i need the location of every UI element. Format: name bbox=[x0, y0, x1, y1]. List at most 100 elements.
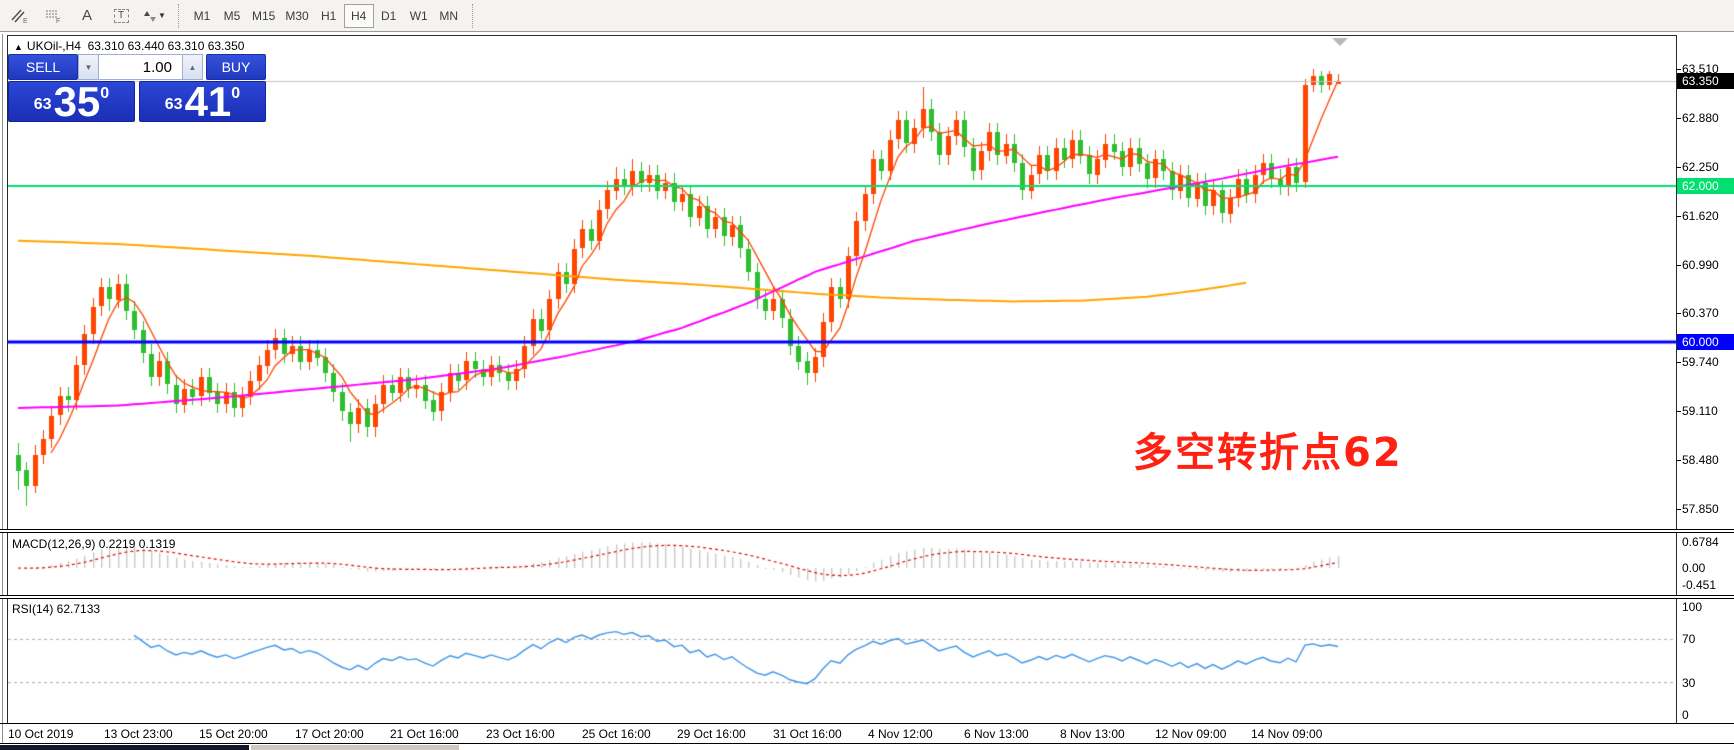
toolbar-separator bbox=[178, 3, 179, 28]
time-axis-label: 23 Oct 16:00 bbox=[486, 727, 555, 741]
taskbar-fragment bbox=[0, 745, 249, 750]
one-click-trading-panel: SELL ▼ ▲ BUY 63 35 0 63 41 0 bbox=[8, 54, 266, 122]
time-axis-label: 8 Nov 13:00 bbox=[1060, 727, 1125, 741]
price-axis-label: 63.510 bbox=[1682, 62, 1719, 76]
fibonacci-glyph: F bbox=[46, 10, 60, 24]
panel-divider[interactable] bbox=[0, 529, 1734, 533]
timeframe-button-h4[interactable]: H4 bbox=[343, 3, 374, 28]
time-axis-label: 12 Nov 09:00 bbox=[1155, 727, 1227, 741]
price-axis-label: 59.110 bbox=[1682, 404, 1718, 418]
macd-axis-label: 0.6784 bbox=[1682, 535, 1719, 549]
timeframe-group: M1 M5 M15 M30 H1 H4 D1 W1 MN bbox=[187, 3, 464, 28]
price-axis-tick bbox=[1676, 362, 1681, 363]
text-label-glyph: T bbox=[113, 8, 129, 23]
price-axis-label: 60.370 bbox=[1682, 306, 1719, 320]
bid-price-pips: 35 bbox=[53, 77, 101, 125]
time-axis-label: 29 Oct 16:00 bbox=[677, 727, 746, 741]
ask-price-point: 0 bbox=[231, 85, 241, 102]
toolbar: E F A T ▼ M1 M5 M15 M30 H1 H4 D1 W1 MN bbox=[0, 0, 1734, 32]
arrows-glyph bbox=[144, 10, 157, 22]
price-axis-tick bbox=[1676, 118, 1681, 119]
ask-price-pips: 41 bbox=[184, 77, 232, 125]
bid-price-point: 0 bbox=[100, 85, 110, 102]
time-axis-label: 25 Oct 16:00 bbox=[582, 727, 651, 741]
time-axis-label: 21 Oct 16:00 bbox=[390, 727, 459, 741]
equidistant-channel-icon[interactable]: E bbox=[4, 3, 34, 29]
price-axis-tick bbox=[1676, 509, 1681, 510]
window-bottom-border bbox=[0, 743, 1734, 744]
time-axis-label: 31 Oct 16:00 bbox=[773, 727, 842, 741]
price-axis-label: 62.880 bbox=[1682, 111, 1719, 125]
price-axis-tick bbox=[1676, 411, 1681, 412]
price-axis-label: 60.990 bbox=[1682, 258, 1719, 272]
volume-decrease-button[interactable]: ▼ bbox=[78, 54, 99, 80]
chart-title: ▲ UKOil-,H4 63.310 63.440 63.310 63.350 bbox=[14, 39, 244, 53]
current-price-badge: 63.350 bbox=[1677, 73, 1734, 89]
volume-input[interactable] bbox=[99, 54, 182, 80]
bid-price-whole: 63 bbox=[33, 96, 52, 113]
timeframe-button-m1[interactable]: M1 bbox=[193, 8, 211, 23]
price-axis-label: 61.620 bbox=[1682, 209, 1719, 223]
arrows-icon[interactable]: ▼ bbox=[140, 3, 170, 29]
rsi-axis-label: 0 bbox=[1682, 708, 1689, 722]
rsi-chart-canvas[interactable] bbox=[8, 599, 1676, 723]
macd-chart-canvas[interactable] bbox=[8, 533, 1676, 595]
ask-price-tile[interactable]: 63 41 0 bbox=[139, 77, 266, 125]
price-axis-label: 57.850 bbox=[1682, 502, 1719, 516]
timeframe-button-d1[interactable]: D1 bbox=[381, 8, 397, 23]
price-axis-tick bbox=[1676, 265, 1681, 266]
timeframe-button-mn[interactable]: MN bbox=[439, 8, 459, 23]
macd-axis-label: -0.451 bbox=[1682, 578, 1717, 592]
svg-text:E: E bbox=[23, 18, 28, 24]
rsi-axis-label: 30 bbox=[1682, 676, 1696, 690]
macd-axis-label: 0.00 bbox=[1682, 561, 1706, 575]
price-axis-tick bbox=[1676, 460, 1681, 461]
window-edge bbox=[2, 34, 3, 744]
price-chart-canvas[interactable] bbox=[8, 35, 1676, 529]
text-icon[interactable]: A bbox=[81, 7, 92, 24]
price-axis-label: 62.250 bbox=[1682, 160, 1719, 174]
chart-frame-left bbox=[7, 35, 8, 723]
bid-price-tile[interactable]: 63 35 0 bbox=[8, 77, 135, 125]
price-axis-tick bbox=[1676, 167, 1681, 168]
chart-annotation-text: 多空转折点62 bbox=[1133, 430, 1403, 476]
svg-text:F: F bbox=[56, 18, 60, 24]
collapse-arrow-icon[interactable]: ▲ bbox=[14, 42, 23, 52]
time-axis-label: 6 Nov 13:00 bbox=[964, 727, 1029, 741]
ask-price-whole: 63 bbox=[164, 96, 183, 113]
text-label-icon[interactable]: T bbox=[106, 3, 136, 29]
equidistant-channel-glyph: E bbox=[11, 9, 28, 24]
chevron-down-icon: ▼ bbox=[158, 11, 166, 20]
timeframe-button-m15[interactable]: M15 bbox=[252, 8, 276, 23]
green-level-badge: 62.000 bbox=[1677, 178, 1734, 194]
price-axis-label: 58.480 bbox=[1682, 453, 1719, 467]
timeframe-button-m30[interactable]: M30 bbox=[285, 8, 309, 23]
fibonacci-icon[interactable]: F bbox=[38, 3, 68, 29]
timeframe-button-w1[interactable]: W1 bbox=[409, 8, 428, 23]
chart-frame-right bbox=[1676, 35, 1677, 723]
blue-level-badge: 60.000 bbox=[1677, 334, 1734, 350]
macd-label: MACD(12,26,9) 0.2219 0.1319 bbox=[12, 537, 176, 551]
panel-divider bbox=[0, 723, 1734, 724]
chart-title-text: UKOil-,H4 63.310 63.440 63.310 63.350 bbox=[26, 39, 245, 53]
timeframe-button-m5[interactable]: M5 bbox=[223, 8, 241, 23]
horizontal-scrollbar-thumb[interactable] bbox=[251, 745, 459, 750]
price-axis-tick bbox=[1676, 216, 1681, 217]
time-axis-label: 15 Oct 20:00 bbox=[199, 727, 268, 741]
time-axis-label: 14 Nov 09:00 bbox=[1251, 727, 1323, 741]
rsi-label: RSI(14) 62.7133 bbox=[12, 602, 101, 616]
toolbar-separator bbox=[471, 3, 473, 28]
rsi-axis-label: 70 bbox=[1682, 632, 1696, 646]
panel-divider[interactable] bbox=[0, 595, 1734, 599]
price-axis-tick bbox=[1676, 313, 1681, 314]
time-axis-label: 4 Nov 12:00 bbox=[868, 727, 933, 741]
buy-button[interactable]: BUY bbox=[206, 54, 266, 80]
rsi-axis-label: 100 bbox=[1682, 600, 1703, 614]
sell-button[interactable]: SELL bbox=[8, 54, 78, 80]
price-axis-label: 59.740 bbox=[1682, 355, 1719, 369]
price-axis-tick bbox=[1676, 69, 1681, 70]
timeframe-button-h1[interactable]: H1 bbox=[321, 8, 337, 23]
time-axis-label: 10 Oct 2019 bbox=[8, 727, 74, 741]
volume-increase-button[interactable]: ▲ bbox=[182, 54, 203, 80]
